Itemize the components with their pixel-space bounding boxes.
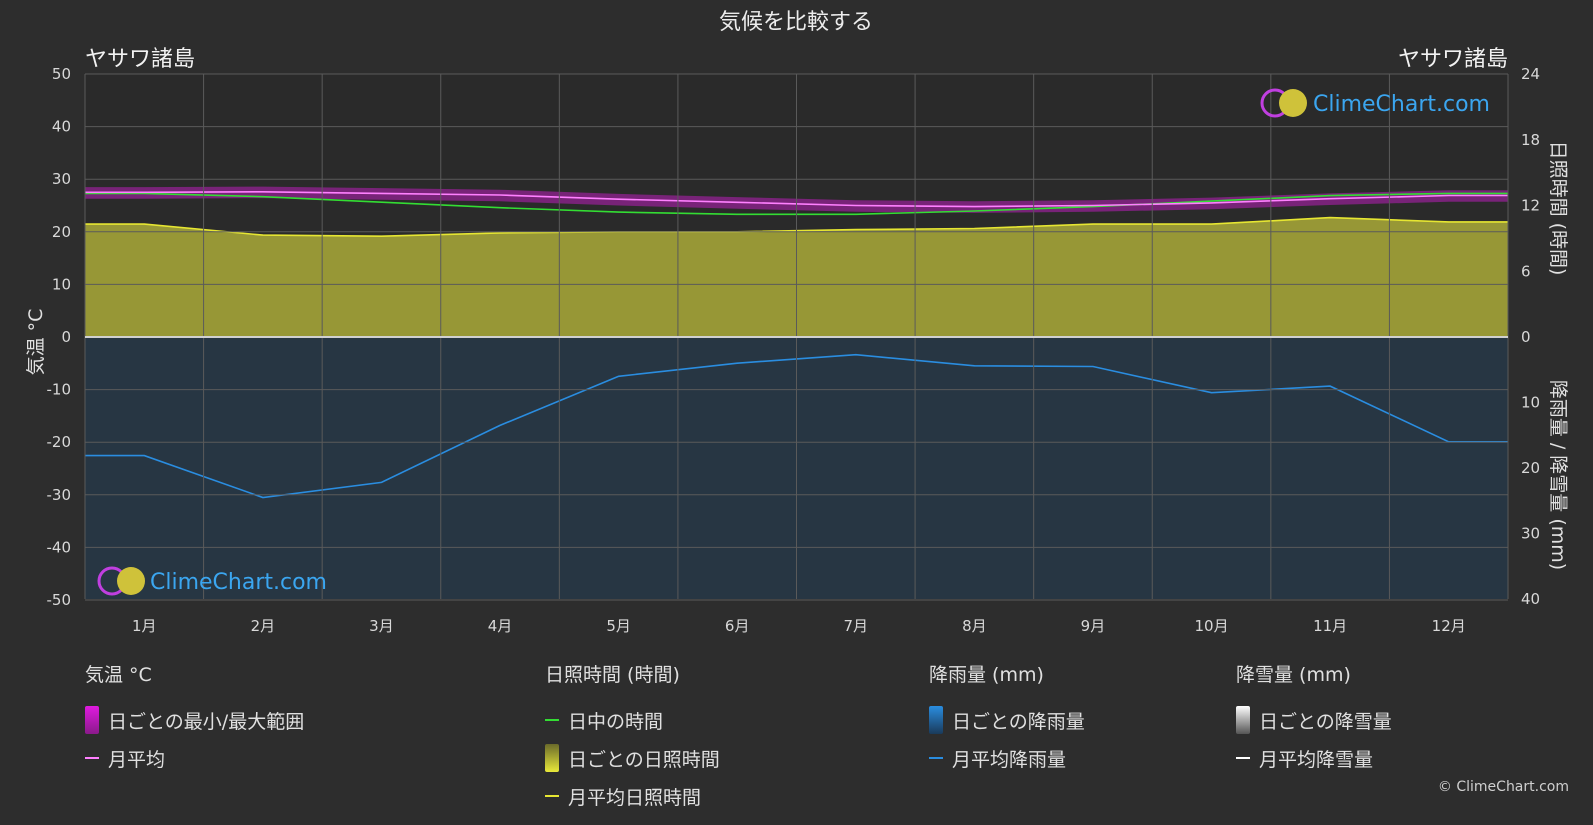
watermark-text: ClimeChart.com (1313, 92, 1490, 117)
legend-header-rain: 降雨量 (mm) (929, 664, 1044, 686)
legend-label: 月平均降雨量 (952, 748, 1067, 771)
y-right-top-label: 日照時間 (時間) (1547, 141, 1569, 276)
x-tick-label: 3月 (369, 617, 394, 635)
y-left-tick-label: -10 (47, 381, 72, 399)
y-right-tick-label: 20 (1521, 459, 1540, 477)
location-left: ヤサワ諸島 (85, 47, 195, 72)
legend-header-temp: 気温 °C (85, 664, 152, 686)
x-tick-label: 8月 (962, 617, 987, 635)
temp-range-swatch (85, 706, 99, 734)
legend-item: 日中の時間 (545, 701, 720, 739)
y-left-tick-label: -40 (47, 538, 72, 556)
x-tick-label: 11月 (1313, 617, 1347, 635)
x-tick-label: 10月 (1194, 617, 1228, 635)
y-left-tick-label: 40 (52, 118, 71, 136)
location-right: ヤサワ諸島 (1398, 47, 1508, 72)
snow-daily-swatch (1236, 706, 1250, 734)
sunshine-avg-swatch (545, 795, 559, 797)
legend-rain: 降雨量 (mm) 日ごとの降雨量 月平均降雨量 (929, 660, 1085, 777)
watermark-bottom: ClimeChart.com (97, 566, 327, 596)
legend-item: 日ごとの降雪量 (1236, 701, 1392, 739)
legend-label: 月平均日照時間 (568, 786, 702, 809)
legend-item: 月平均降雪量 (1236, 739, 1392, 777)
rain-daily-swatch (929, 706, 943, 734)
temp-avg-swatch (85, 757, 99, 759)
y-left-tick-label: -50 (47, 591, 72, 609)
sunshine-daily-swatch (545, 744, 559, 772)
daylight-swatch (545, 719, 559, 721)
logo-sun-icon (1279, 89, 1307, 117)
y-right-tick-label: 6 (1521, 262, 1531, 280)
rain-avg-swatch (929, 757, 943, 759)
x-tick-label: 6月 (725, 617, 750, 635)
y-right-tick-label: 40 (1521, 590, 1540, 608)
legend-snow: 降雪量 (mm) 日ごとの降雪量 月平均降雪量 (1236, 660, 1392, 777)
climate-chart: 気候を比較する ヤサワ諸島 ヤサワ諸島 50 40 30 20 10 0 -10 -20 -30… (25, 10, 1569, 635)
y-right-tick-label: 30 (1521, 525, 1540, 543)
legend-label: 月平均 (108, 748, 166, 771)
y-left-tick-label: -30 (47, 486, 72, 504)
legend-label: 日中の時間 (568, 710, 664, 733)
legend-temperature: 気温 °C 日ごとの最小/最大範囲 月平均 (85, 660, 304, 777)
y-left-label: 気温 °C (25, 309, 47, 376)
legend-item: 月平均降雨量 (929, 739, 1085, 777)
watermark-text: ClimeChart.com (150, 570, 327, 595)
legend-item: 月平均 (85, 739, 304, 777)
axes: 50 40 30 20 10 0 -10 -20 -30 -40 -50 24 18 12 6 0 10 20 30… (47, 65, 1541, 635)
y-left-tick-label: 30 (52, 170, 71, 188)
y-right-tick-label: 10 (1521, 394, 1540, 412)
y-left-tick-label: 0 (61, 328, 71, 346)
y-left-tick-label: 20 (52, 223, 71, 241)
legend-item: 日ごとの最小/最大範囲 (85, 701, 304, 739)
legend-header-snow: 降雪量 (mm) (1236, 664, 1351, 686)
legend-item: 月平均日照時間 (545, 777, 720, 815)
legend-item: 日ごとの日照時間 (545, 739, 720, 777)
y-right-tick-label: 12 (1521, 197, 1540, 215)
x-tick-label: 12月 (1432, 617, 1466, 635)
x-tick-label: 2月 (251, 617, 276, 635)
x-tick-label: 9月 (1081, 617, 1106, 635)
y-left-tick-label: 50 (52, 65, 71, 83)
y-left-tick-label: -20 (47, 433, 72, 451)
legend-sunshine: 日照時間 (時間) 日中の時間 日ごとの日照時間 月平均日照時間 (545, 660, 720, 815)
y-right-tick-label: 24 (1521, 65, 1540, 83)
x-tick-label: 4月 (488, 617, 513, 635)
legend-label: 日ごとの降雨量 (952, 710, 1085, 733)
snow-avg-swatch (1236, 757, 1250, 759)
legend-label: 月平均降雪量 (1259, 748, 1374, 771)
y-right-bottom-label: 降雨量 / 降雪量 (mm) (1547, 380, 1569, 570)
y-right-tick-label: 0 (1521, 328, 1531, 346)
watermark-top: ClimeChart.com (1260, 88, 1490, 118)
legend-header-sun: 日照時間 (時間) (545, 664, 680, 686)
x-tick-label: 7月 (844, 617, 869, 635)
logo-sun-icon (117, 567, 145, 595)
legend-label: 日ごとの降雪量 (1259, 710, 1392, 733)
chart-title: 気候を比較する (719, 10, 873, 35)
legend-item: 日ごとの降雨量 (929, 701, 1085, 739)
copyright: © ClimeChart.com (1437, 779, 1569, 795)
legend-label: 日ごとの日照時間 (568, 748, 720, 771)
x-tick-label: 5月 (606, 617, 631, 635)
y-left-tick-label: 10 (52, 275, 71, 293)
legend-label: 日ごとの最小/最大範囲 (108, 710, 305, 733)
x-tick-label: 1月 (132, 617, 157, 635)
y-right-tick-label: 18 (1521, 131, 1540, 149)
